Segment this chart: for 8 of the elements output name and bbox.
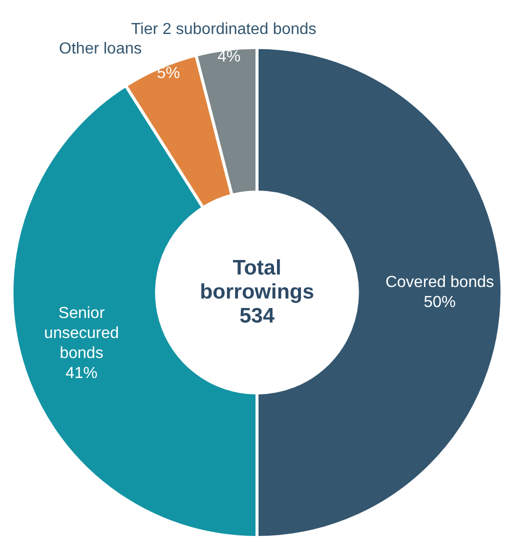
text: Total borrowings 534	[200, 256, 314, 328]
slice-label: Covered bonds	[385, 274, 494, 291]
slice-label: Other loans	[59, 40, 142, 58]
data-label: 41%	[66, 364, 98, 382]
data-label: 50%	[424, 294, 456, 311]
slice-label: Tier 2 subordinated bonds	[131, 20, 316, 38]
slice-label: Senior unsecured bonds	[44, 304, 119, 362]
data-label: 4%	[217, 48, 241, 66]
